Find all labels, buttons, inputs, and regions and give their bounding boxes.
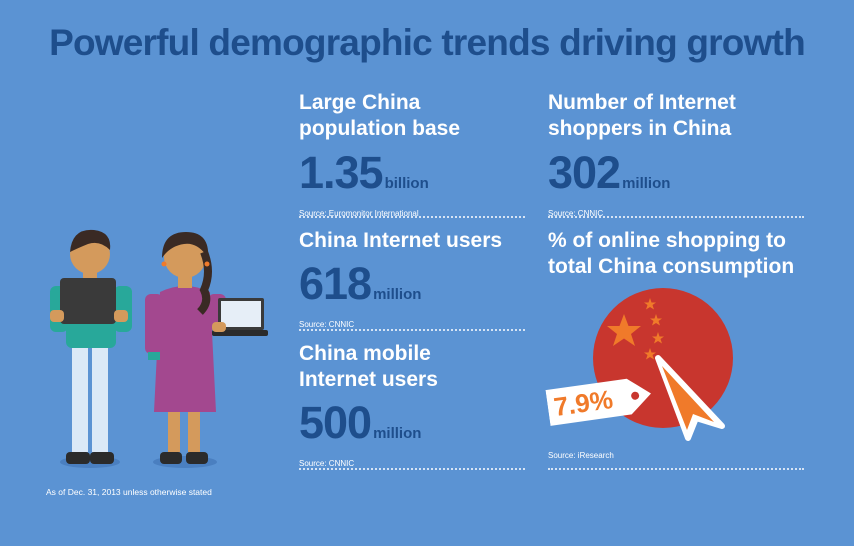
divider — [299, 468, 525, 470]
internet-users-stat: China Internet users 618 million Source: … — [299, 228, 527, 329]
shoppers-value: 302 — [548, 147, 621, 198]
internet-users-value: 618 — [299, 258, 372, 309]
shoppers-label-line1: Number of Internet — [548, 91, 736, 114]
internet-users-label: China Internet users — [299, 229, 503, 252]
online-share-label-line1: % of online shopping to — [548, 229, 786, 252]
shoppers-value-row: 302 million — [548, 149, 808, 208]
shoppers-source: Source: CNNIC — [548, 209, 604, 218]
population-label: Large China population base — [299, 90, 527, 142]
shoppers-stat: Number of Internet shoppers in China 302… — [548, 90, 808, 218]
boy-with-tablet-figure — [50, 229, 132, 468]
mobile-users-label-line2: Internet users — [299, 368, 438, 391]
footnote: As of Dec. 31, 2013 unless otherwise sta… — [46, 487, 212, 497]
mobile-users-stat: China mobile Internet users 500 million S… — [299, 341, 527, 468]
cursor-arrow-icon — [655, 355, 725, 441]
shoppers-label-line2: shoppers in China — [548, 117, 732, 140]
mobile-users-value-row: 500 million — [299, 399, 527, 458]
mobile-users-unit: million — [373, 425, 422, 442]
page-title: Powerful demographic trends driving grow… — [49, 22, 806, 63]
population-value: 1.35 — [299, 147, 384, 198]
divider — [299, 216, 525, 218]
shoppers-unit: million — [622, 175, 671, 192]
population-source: Source: Euromonitor International — [299, 209, 419, 218]
internet-users-value-row: 618 million — [299, 260, 527, 319]
online-share-label: % of online shopping to total China cons… — [548, 228, 818, 280]
population-label-line2: population base — [299, 117, 461, 140]
online-share-source: Source: iResearch — [548, 451, 614, 460]
divider — [548, 216, 804, 218]
population-label-line1: Large China — [299, 91, 421, 114]
internet-users-unit: million — [373, 286, 422, 303]
mobile-users-label-line1: China mobile — [299, 342, 431, 365]
mobile-users-source: Source: CNNIC — [299, 459, 355, 468]
online-share-stat: % of online shopping to total China cons… — [548, 228, 818, 280]
population-unit: billion — [384, 175, 429, 192]
girl-with-laptop-figure — [145, 232, 268, 468]
divider — [299, 329, 525, 331]
mobile-users-value: 500 — [299, 397, 372, 448]
internet-users-source: Source: CNNIC — [299, 320, 355, 329]
shoppers-label: Number of Internet shoppers in China — [548, 90, 808, 142]
people-illustration — [50, 229, 268, 468]
price-tag-icon: 7.9% — [545, 371, 658, 430]
mobile-users-label: China mobile Internet users — [299, 341, 527, 393]
population-stat: Large China population base 1.35 billion … — [299, 90, 527, 218]
online-share-label-line2: total China consumption — [548, 255, 795, 278]
population-value-row: 1.35 billion — [299, 149, 527, 208]
divider — [548, 468, 804, 470]
